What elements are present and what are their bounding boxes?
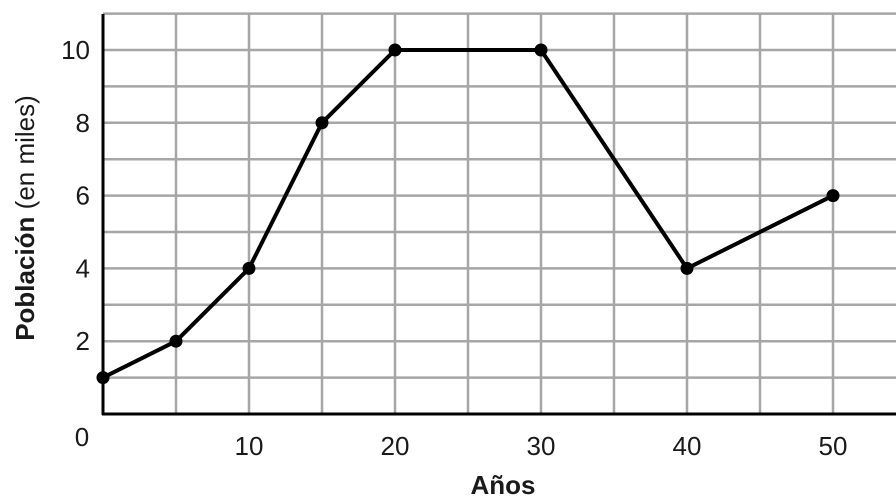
x-tick-label: 40	[673, 431, 702, 461]
y-axis-title: Población (en miles)	[10, 95, 40, 341]
y-tick-label: 8	[76, 108, 90, 138]
data-point	[826, 189, 840, 203]
y-axis-title-bold: Población	[10, 217, 40, 341]
series-group	[96, 43, 840, 385]
data-point	[242, 261, 256, 275]
data-point	[680, 261, 694, 275]
y-tick-label: 10	[61, 35, 90, 65]
data-point	[96, 371, 110, 385]
series-line	[101, 48, 835, 380]
axes	[101, 14, 896, 416]
y-tick-label: 4	[76, 253, 90, 283]
x-axis-title: Años	[471, 470, 536, 498]
y-axis-title-unit: (en miles)	[10, 95, 40, 216]
grid-lines	[103, 12, 896, 414]
x-tick-label: 50	[819, 431, 848, 461]
data-point	[388, 43, 402, 57]
data-point	[169, 334, 183, 348]
y-tick-label: 2	[76, 326, 90, 356]
x-tick-label: 20	[381, 431, 410, 461]
origin-tick-label: 0	[75, 422, 89, 452]
x-tick-label: 30	[527, 431, 556, 461]
x-tick-label: 10	[235, 431, 264, 461]
y-tick-label: 6	[76, 181, 90, 211]
data-point	[315, 116, 329, 130]
tick-labels: 10 20 30 40 50 2 4 6 8 10	[61, 35, 847, 461]
data-point	[534, 43, 548, 57]
